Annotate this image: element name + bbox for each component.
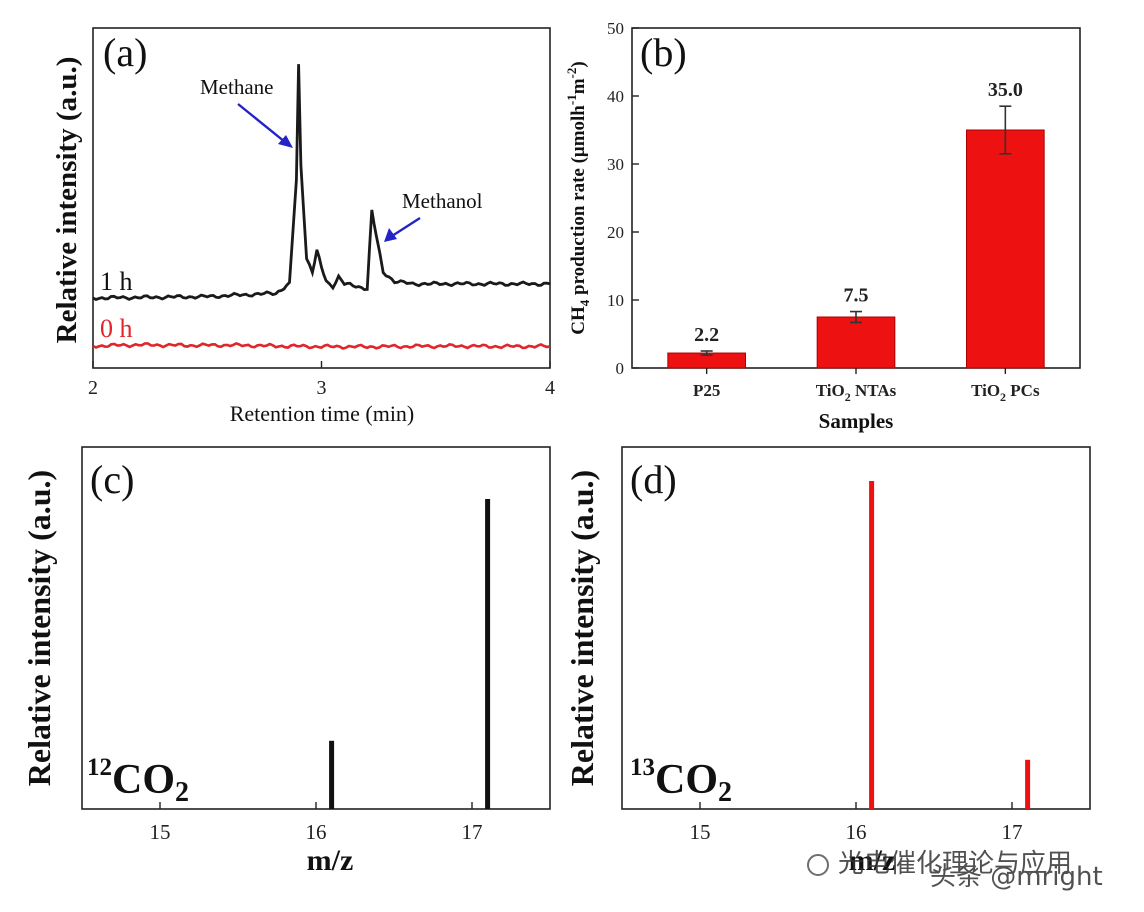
panel-b-category-label: P25 (693, 381, 720, 400)
panel-a-arrowhead-methanol (384, 228, 397, 242)
panel-c-x-ticks: 15 16 17 (150, 802, 483, 844)
panel-a-x-tick-label: 4 (545, 377, 555, 399)
panel-b-y-ticks: 0 10 20 30 40 50 (607, 19, 639, 378)
panel-a-x-axis-label: Retention time (min) (230, 401, 415, 426)
panel-d-x-tick-label: 17 (1002, 820, 1023, 844)
panel-b-value-label: 2.2 (694, 324, 719, 346)
panel-b-y-tick-label: 50 (607, 19, 624, 38)
panel-d-y-axis-label: Relative intensity (a.u.) (564, 470, 600, 786)
panel-c-frame (81, 446, 551, 810)
panel-a-x-ticks: 2 3 4 (88, 361, 555, 399)
panel-c-x-axis-label: m/z (307, 844, 354, 877)
panel-d-peak-1 (869, 481, 875, 809)
panel-c-letter: (c) (90, 457, 134, 502)
panel-c-y-axis-label: Relative intensity (a.u.) (21, 470, 57, 786)
panel-a-x-tick-label: 3 (317, 377, 327, 399)
panel-d-x-tick-label: 16 (846, 820, 867, 844)
panel-b-letter: (b) (640, 30, 687, 75)
panel-b-y-tick-label: 30 (607, 155, 624, 174)
panel-b-category-label: TiO2 NTAs (816, 381, 897, 404)
watermark-text: 头条 @mright (930, 862, 1103, 892)
panel-d-x-tick-label: 15 (690, 820, 711, 844)
panel-b-y-tick-label: 40 (607, 87, 624, 106)
panel-c-species-label: 12CO2 (87, 754, 189, 808)
panel-a-series-0h (92, 341, 551, 350)
watermark-overlay-text: 光电催化理论与应用 (838, 849, 1072, 879)
panel-a-y-axis-label: Relative intensity (a.u.) (51, 57, 83, 344)
panel-a-letter: (a) (103, 30, 147, 75)
panel-d-frame (621, 446, 1091, 810)
panel-b-y-tick-label: 10 (607, 291, 624, 310)
panel-b-bar-2 (816, 316, 896, 369)
panel-c-x-tick-label: 17 (462, 820, 483, 844)
panel-d-letter: (d) (630, 457, 677, 502)
watermark: 光电催化理论与应用 头条 @mright (807, 849, 1103, 892)
panel-a-annotation-methane: Methane (200, 75, 273, 99)
panel-c-x-tick-label: 15 (150, 820, 171, 844)
panel-d-x-ticks: 15 16 17 (690, 802, 1023, 844)
panel-b-y-tick-label: 0 (616, 359, 625, 378)
panel-c-peak-1 (329, 740, 335, 809)
panel-a-arrow-methanol (391, 216, 421, 238)
panel-b-category-label: TiO2 PCs (971, 381, 1040, 404)
panel-b-y-axis-label: CH4 production rate (μmolh-1m-2) (564, 61, 592, 334)
panel-c-x-tick-label: 16 (306, 820, 327, 844)
panel-a-series-1h (92, 64, 551, 302)
panel-a-arrowhead-methane (278, 135, 293, 148)
panel-b-x-axis-label: Samples (819, 409, 894, 433)
panel-d-species-label: 13CO2 (630, 754, 732, 808)
panel-b-value-label: 35.0 (988, 79, 1023, 101)
panel-d-peak-2 (1025, 759, 1031, 809)
panel-a: (a) 2 3 4 1 h 0 h Methane Methanol Retenti… (51, 27, 555, 426)
watermark-logo-icon (807, 854, 829, 876)
panel-c-peak-2 (485, 499, 491, 809)
panel-b: (b) 0 10 20 30 40 50 2.2 P25 7.5 TiO2 NTAs 35.0 Ti… (564, 19, 1081, 433)
panel-d-bars (869, 481, 1031, 809)
panel-a-annotation-methanol: Methanol (402, 189, 483, 213)
panel-c-bars (329, 499, 491, 809)
panel-b-y-tick-label: 20 (607, 223, 624, 242)
panel-d-x-axis-label: m/z (849, 844, 896, 877)
panel-d: (d) 15 16 17 13CO2 m/z Relative intensity … (564, 446, 1091, 877)
panel-a-label-0h: 0 h (100, 314, 133, 343)
panel-a-label-1h: 1 h (100, 267, 133, 296)
panel-b-bar-3 (966, 129, 1045, 369)
panel-a-arrow-methane (237, 103, 286, 143)
panel-b-bars: 2.2 P25 7.5 TiO2 NTAs 35.0 TiO2 PCs (667, 79, 1045, 404)
panel-a-x-tick-label: 2 (88, 377, 98, 399)
panel-c: (c) 15 16 17 12CO2 m/z Relative intensity … (21, 446, 551, 877)
panel-b-value-label: 7.5 (844, 285, 869, 307)
